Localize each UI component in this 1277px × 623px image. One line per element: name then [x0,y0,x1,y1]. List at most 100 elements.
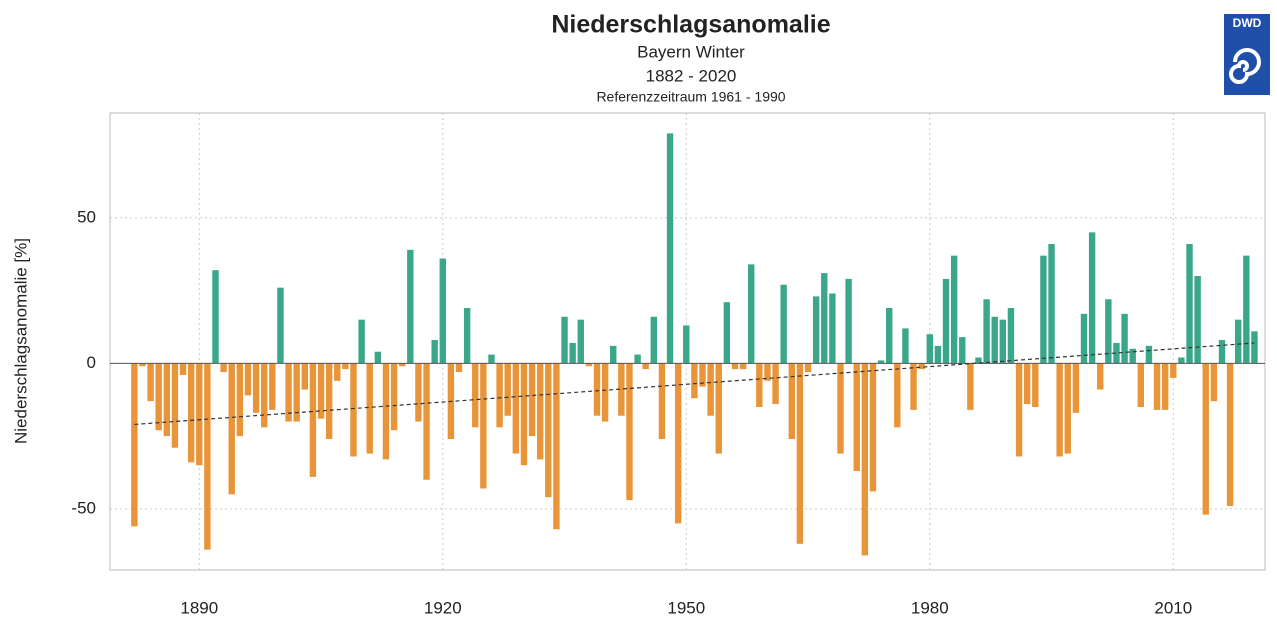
bar [407,249,414,364]
bar [1226,363,1234,506]
bar [658,363,666,440]
bar [334,363,341,381]
bar [301,363,308,390]
bar [796,363,804,544]
bar [1015,363,1023,457]
bar [455,363,463,373]
logo-text: DWD [1233,16,1262,30]
bar [382,363,390,460]
bar [1097,363,1104,390]
bar [147,363,154,402]
bar [585,363,593,367]
y-axis-label: Niederschlagsanomalie [%] [11,238,30,444]
bar [1056,363,1063,457]
bar [1251,331,1258,364]
trend-line [134,342,1255,426]
bar [821,273,828,364]
bar [252,363,260,413]
x-tick-label: 1950 [667,598,705,617]
bar [650,316,658,364]
bar [536,363,544,460]
bar [861,363,869,556]
bar [885,308,893,364]
bar [910,363,917,410]
bar [1161,363,1169,410]
bar [845,278,852,364]
bar [139,363,146,367]
x-tick-label: 1890 [180,598,218,617]
bar [869,363,877,492]
bar [309,363,317,477]
bar [1153,363,1161,410]
y-tick-label: 50 [77,207,96,226]
bar [967,363,974,410]
y-tick-label: -50 [71,498,96,517]
bar [398,363,406,367]
bar [1121,313,1128,364]
bar [569,342,576,364]
bar [512,363,520,454]
bar [837,363,844,454]
x-tick-label: 2010 [1154,598,1192,617]
bar [1040,255,1047,364]
bar [1178,357,1185,364]
bar [244,363,252,396]
bar [228,363,235,495]
bar [877,360,885,364]
bar [1243,255,1250,364]
bar [504,363,511,416]
bar [480,363,487,489]
bar [1170,363,1177,378]
logo-box [1224,14,1270,95]
bar [1080,313,1088,364]
bar [261,363,268,428]
bar [358,319,365,364]
plot-frame [109,112,1266,571]
bar [739,363,747,370]
bar [699,363,706,387]
bar [748,264,755,364]
bar [626,363,633,501]
logo-swirl [1229,48,1261,84]
bar [1137,363,1145,407]
bar [350,363,357,457]
bar [431,340,438,364]
bar [366,363,373,454]
bar [691,363,698,399]
bar [1186,243,1193,364]
bar [666,133,674,364]
bar [731,363,739,370]
bar [496,363,503,428]
bar [472,363,479,428]
bar [236,363,244,437]
bar [926,334,933,364]
bar [1218,340,1226,364]
bar [723,302,731,364]
bar [577,319,584,364]
bar [1105,299,1112,364]
bar [342,363,349,370]
subtitle: Referenzzeitraum 1961 - 1990 [596,89,785,105]
bar [1113,342,1120,364]
bar [715,363,722,454]
bar [269,363,276,410]
bar [171,363,179,448]
bar [804,363,812,373]
bar [1088,232,1096,364]
bar [1235,319,1242,364]
bar [561,316,568,364]
bar [1210,363,1218,402]
bar [942,278,950,364]
bar [390,363,398,431]
bar [220,363,227,373]
bar [277,287,284,364]
bar [488,354,495,364]
bar [285,363,292,422]
bar [756,363,763,407]
bar [707,363,714,416]
bar [959,337,966,364]
bar [423,363,430,480]
bar [642,363,649,370]
subtitle: Bayern Winter [637,42,745,61]
